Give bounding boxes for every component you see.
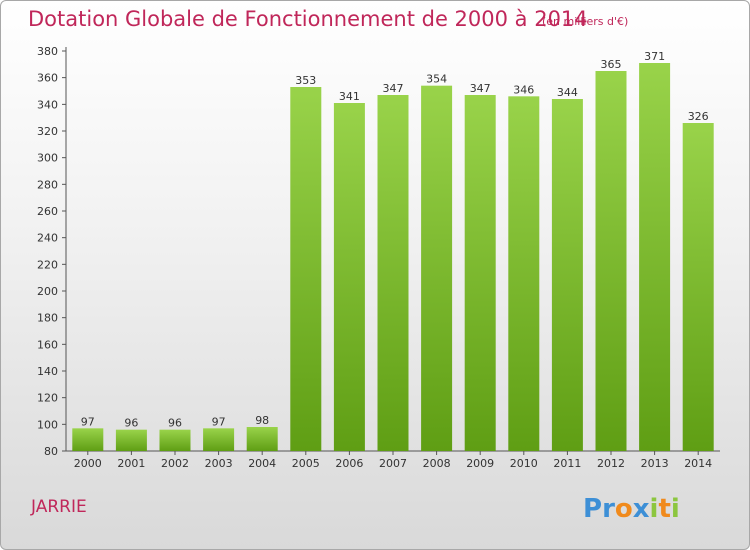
x-tick-label: 2005	[292, 457, 320, 470]
y-tick-label: 340	[37, 98, 58, 111]
logo-letter-x: x	[633, 494, 650, 524]
logo-letter-o: o	[615, 494, 633, 524]
bar	[115, 429, 147, 451]
logo-letter-r: r	[602, 494, 615, 524]
data-label: 97	[81, 415, 95, 428]
y-tick-label: 120	[37, 392, 58, 405]
bar	[421, 85, 453, 452]
y-tick-label: 260	[37, 205, 58, 218]
bar	[203, 428, 235, 451]
x-tick-label: 2011	[553, 457, 581, 470]
x-tick-label: 2008	[423, 457, 451, 470]
data-label: 347	[383, 82, 404, 95]
x-tick-label: 2009	[466, 457, 494, 470]
x-tick-label: 2007	[379, 457, 407, 470]
data-label: 346	[513, 83, 534, 96]
commune-name: JARRIE	[31, 497, 87, 517]
y-tick-label: 180	[37, 312, 58, 325]
data-label: 326	[688, 110, 709, 123]
chart-title: Dotation Globale de Fonctionnement de 20…	[28, 7, 588, 31]
logo-letter-p: P	[583, 494, 602, 524]
y-tick-label: 200	[37, 285, 58, 298]
bars	[72, 63, 714, 452]
bar	[551, 99, 583, 451]
y-tick-label: 100	[37, 418, 58, 431]
data-label: 354	[426, 73, 447, 86]
data-label: 341	[339, 90, 360, 103]
bar	[595, 71, 627, 451]
bar	[464, 95, 496, 451]
y-axis: 80 100 120 140 160 180 200 220 240 260 280 300 320 34…	[37, 45, 67, 458]
data-label: 98	[255, 414, 269, 427]
data-label: 347	[470, 82, 491, 95]
bar	[639, 63, 671, 451]
x-tick-label: 2002	[161, 457, 189, 470]
y-tick-label: 140	[37, 365, 58, 378]
bar	[333, 103, 365, 451]
logo-letter-t: t	[658, 494, 670, 524]
x-tick-label: 2004	[248, 457, 276, 470]
data-labels: 97 96 96 97 98 353 341 347 354 347 346 344 365 371 326	[81, 50, 709, 430]
y-tick-label: 320	[37, 125, 58, 138]
bar	[377, 95, 409, 451]
chart-subtitle: (en milliers d'€)	[542, 15, 629, 28]
data-label: 96	[124, 417, 138, 430]
data-label: 365	[601, 58, 622, 71]
data-label: 371	[644, 50, 665, 63]
x-tick-label: 2013	[641, 457, 669, 470]
y-tick-label: 240	[37, 232, 58, 245]
x-tick-label: 2012	[597, 457, 625, 470]
y-tick-label: 280	[37, 178, 58, 191]
bar	[246, 427, 278, 451]
x-tick-label: 2003	[205, 457, 233, 470]
bar	[508, 96, 540, 451]
y-tick-label: 380	[37, 45, 58, 58]
x-tick-label: 2014	[684, 457, 712, 470]
y-tick-label: 220	[37, 258, 58, 271]
logo-letter-i: i	[650, 494, 659, 524]
data-label: 344	[557, 86, 578, 99]
y-tick-label: 160	[37, 338, 58, 351]
x-tick-label: 2006	[335, 457, 363, 470]
bar	[72, 428, 104, 451]
y-tick-label: 360	[37, 72, 58, 85]
data-label: 96	[168, 417, 182, 430]
y-tick-label: 80	[44, 445, 58, 458]
x-tick-label: 2001	[117, 457, 145, 470]
proxiti-logo: Proxiti	[583, 494, 680, 524]
logo-letter-i2: i	[671, 494, 680, 524]
bar	[290, 87, 322, 451]
bar	[682, 123, 714, 451]
x-tick-label: 2000	[74, 457, 102, 470]
svg-text:Proxiti: Proxiti	[583, 494, 680, 524]
y-tick-label: 300	[37, 152, 58, 165]
data-label: 97	[212, 415, 226, 428]
x-axis: 2000 2001 2002 2003 2004 2005 2006 2007 2008 2009…	[66, 450, 720, 470]
bar	[159, 429, 191, 451]
x-tick-label: 2010	[510, 457, 538, 470]
data-label: 353	[295, 74, 316, 87]
